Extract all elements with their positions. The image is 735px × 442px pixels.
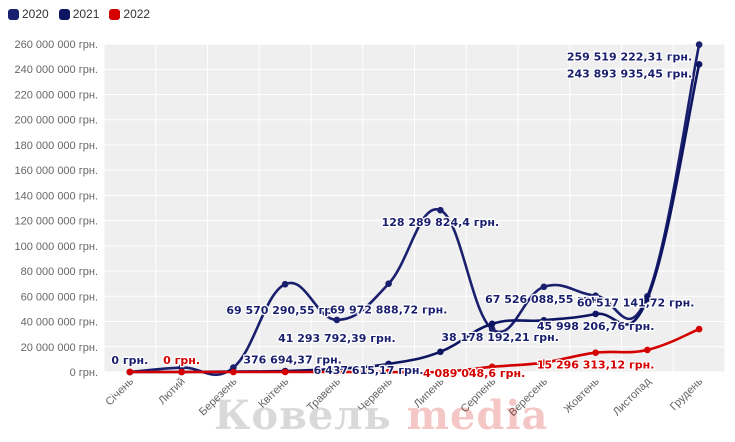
data-label: 259 519 222,31 грн. [567, 51, 692, 64]
data-point-2020 [437, 206, 444, 214]
data-label: 69 972 888,72 грн. [330, 304, 448, 317]
y-tick-label: 20 000 000 грн. [21, 342, 98, 354]
legend-item-2022[interactable]: 2022 [109, 7, 150, 21]
data-label: 45 998 206,76 грн. [537, 320, 655, 333]
data-label: 243 893 935,45 грн. [567, 67, 692, 80]
x-tick-label: Січень [103, 375, 136, 408]
data-point-2021 [592, 310, 599, 318]
data-point-2022 [592, 349, 599, 357]
legend: 2020 2021 2022 [8, 6, 150, 22]
data-point-2022 [488, 363, 496, 371]
y-tick-label: 180 000 000 грн. [15, 140, 99, 152]
data-point-2022 [540, 359, 548, 366]
data-label: 60 517 141,72 грн. [577, 297, 695, 310]
data-point-2020 [695, 41, 703, 48]
y-tick-label: 80 000 000 грн. [21, 266, 98, 278]
data-point-2020 [488, 325, 496, 333]
data-point-2021 [540, 316, 548, 324]
y-tick-label: 140 000 000 грн. [15, 190, 99, 202]
legend-item-2021[interactable]: 2021 [58, 7, 100, 21]
data-point-2022 [230, 368, 237, 376]
y-tick-label: 60 000 000 грн. [21, 291, 98, 303]
data-point-2020 [385, 280, 392, 288]
data-label: 69 570 290,55 грн. [226, 304, 344, 317]
data-label: 0 грн. [111, 354, 148, 367]
data-point-2022 [178, 368, 185, 376]
data-label: 4 089 048,6 грн. [423, 367, 525, 380]
legend-swatch [8, 8, 19, 20]
data-label: 41 293 792,39 грн. [278, 332, 396, 345]
x-tick-label: Листопад [611, 375, 654, 418]
x-tick-label: Жовтень [562, 375, 602, 415]
y-tick-label: 240 000 000 грн. [15, 64, 99, 76]
x-tick-label: Лютий [156, 376, 188, 408]
y-tick-label: 260 000 000 грн. [15, 39, 99, 51]
data-label: 67 526 088,55 грн. [485, 293, 603, 306]
data-label: 15 296 313,12 грн. [537, 359, 655, 372]
data-label: 6 437 615,17 грн. [314, 364, 424, 377]
y-tick-label: 200 000 000 грн. [15, 115, 99, 127]
data-point-2021 [385, 360, 392, 368]
data-label: 38 178 192,21 грн. [441, 331, 559, 344]
series-line-2022 [129, 327, 700, 374]
legend-item-2020[interactable]: 2020 [8, 7, 49, 21]
legend-label: 2022 [123, 7, 151, 21]
data-point-2022 [281, 368, 289, 376]
watermark: Ковель media [214, 392, 548, 439]
data-point-2020 [333, 316, 341, 324]
data-label: 128 289 824,4 грн. [382, 216, 500, 229]
data-point-2022 [437, 368, 444, 376]
watermark-text-media: media [406, 392, 549, 439]
legend-swatch [109, 8, 121, 20]
legend-swatch [58, 8, 70, 20]
legend-label: 2020 [22, 7, 49, 21]
data-point-2022 [126, 368, 134, 376]
data-point-2022 [644, 346, 651, 354]
data-point-2021 [437, 348, 444, 356]
data-label: 0 грн. [163, 354, 200, 367]
data-point-2020 [281, 280, 289, 288]
y-tick-label: 160 000 000 грн. [15, 165, 99, 177]
data-point-2021 [695, 61, 703, 68]
x-tick-label: Грудень [668, 375, 706, 413]
y-tick-label: 220 000 000 грн. [15, 89, 99, 101]
data-point-2020 [592, 292, 599, 299]
watermark-text-main: Ковель [214, 392, 407, 439]
y-tick-label: 100 000 000 грн. [15, 241, 99, 253]
data-point-2022 [385, 368, 392, 376]
y-tick-label: 40 000 000 грн. [21, 317, 98, 329]
y-tick-label: 120 000 000 грн. [15, 216, 99, 228]
y-tick-label: 0 грн. [70, 367, 98, 379]
data-point-2021 [488, 320, 496, 328]
data-point-2022 [333, 368, 341, 376]
data-point-2020 [540, 283, 548, 291]
data-label: 376 694,37 грн. [243, 354, 341, 367]
data-point-2022 [695, 325, 703, 333]
data-point-2021 [644, 295, 651, 303]
legend-label: 2021 [72, 7, 100, 21]
